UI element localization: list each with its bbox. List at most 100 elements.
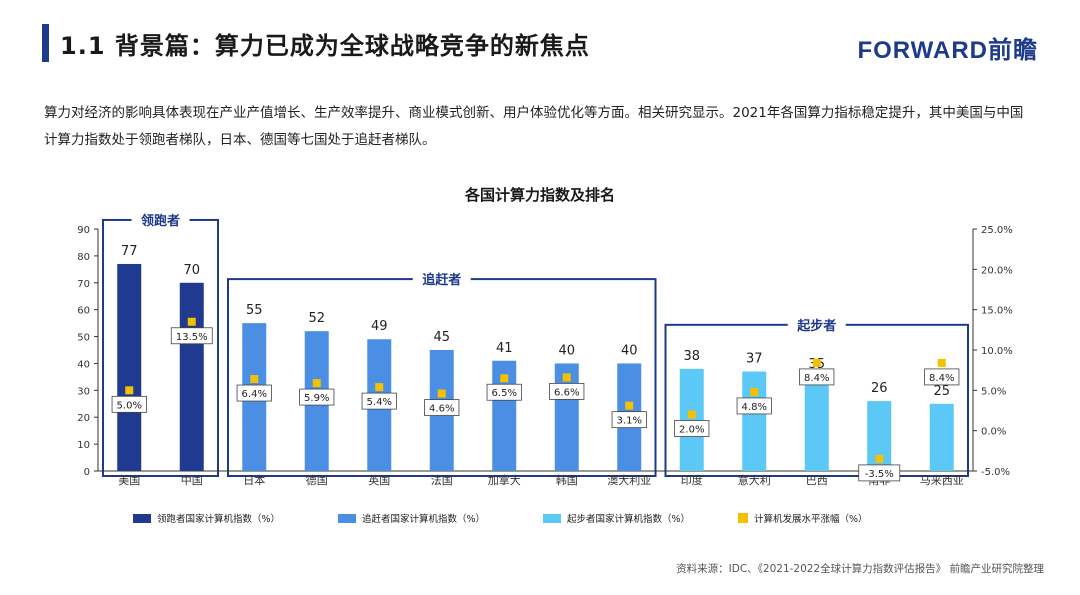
title-accent-bar — [42, 24, 49, 62]
growth-label-box — [858, 464, 901, 482]
legend-swatch — [133, 514, 151, 523]
growth-marker — [500, 374, 509, 383]
y-tick-label: 80 — [77, 252, 90, 263]
bar-value-label: 37 — [746, 352, 763, 367]
group-label: 起步者 — [796, 318, 836, 334]
growth-label-box — [924, 368, 960, 386]
y-tick-label: 40 — [77, 359, 90, 370]
bar-value-label: 77 — [121, 244, 138, 259]
bar — [929, 403, 954, 471]
y-tick-label: 90 — [77, 225, 90, 236]
x-tick-label: 德国 — [306, 473, 328, 487]
bar-value-label: 40 — [621, 343, 638, 358]
bar-value-label: 25 — [933, 384, 950, 399]
bar — [117, 263, 142, 471]
growth-marker — [562, 373, 571, 382]
bar-value-label: 45 — [433, 330, 450, 345]
growth-label-box — [486, 383, 522, 401]
y-tick-label: 30 — [77, 386, 90, 397]
x-tick-label: 法国 — [431, 473, 453, 487]
x-tick-label: 意大利 — [738, 473, 771, 487]
y2-tick-label: 15.0% — [981, 306, 1013, 317]
legend-label: 计算机发展水平涨幅（%） — [754, 513, 868, 525]
y2-tick-label: 0.0% — [981, 427, 1006, 438]
growth-marker — [125, 386, 134, 395]
growth-marker — [687, 410, 696, 419]
bar-value-label: 52 — [308, 311, 325, 326]
legend-label: 领跑者国家计算机指数（%） — [157, 513, 280, 525]
brand-logo: FORWARD前瞻 — [857, 37, 1038, 64]
chart-title: 各国计算力指数及排名 — [464, 186, 615, 204]
growth-marker — [625, 401, 634, 410]
legend-label: 追赶者国家计算机指数（%） — [362, 513, 485, 525]
bar-value-label: 26 — [871, 381, 888, 396]
y-tick-label: 0 — [84, 467, 90, 478]
growth-marker — [750, 387, 759, 396]
y2-tick-label: 5.0% — [981, 386, 1006, 397]
page-title: 1.1 背景篇：算力已成为全球战略竞争的新焦点 — [60, 32, 590, 60]
growth-label-box — [236, 384, 272, 402]
legend-swatch — [738, 513, 748, 523]
growth-label: 2.0% — [679, 425, 704, 436]
growth-label: 13.5% — [176, 332, 208, 343]
growth-marker — [937, 358, 946, 367]
y2-tick-label: 20.0% — [981, 265, 1013, 276]
bar-value-label: 41 — [496, 341, 513, 356]
growth-label: 5.0% — [117, 400, 142, 411]
group-label-bg — [412, 270, 471, 289]
growth-label-box — [361, 392, 397, 410]
growth-label: 5.4% — [367, 397, 392, 408]
growth-marker — [375, 383, 384, 392]
growth-marker — [187, 317, 196, 326]
group-label: 领跑者 — [141, 213, 180, 229]
bar-value-label: 38 — [683, 349, 700, 364]
growth-label: 6.6% — [554, 387, 579, 398]
y-tick-label: 10 — [77, 440, 90, 451]
growth-label-box — [549, 383, 585, 400]
y2-tick-label: 25.0% — [981, 225, 1013, 236]
bar — [742, 371, 767, 471]
growth-marker — [312, 379, 321, 388]
x-tick-label: 巴西 — [806, 474, 828, 487]
x-tick-label: 日本 — [243, 473, 265, 487]
y2-tick-label: 10.0% — [981, 346, 1013, 357]
x-tick-label: 澳大利亚 — [607, 473, 651, 487]
bar-value-label: 49 — [371, 319, 388, 334]
x-tick-label: 加拿大 — [488, 473, 521, 487]
growth-label: 5.9% — [304, 393, 329, 404]
growth-marker — [250, 375, 259, 384]
growth-label: 4.6% — [429, 404, 454, 415]
legend-swatch — [338, 514, 356, 523]
growth-label-box — [674, 420, 710, 437]
x-tick-label: 印度 — [681, 473, 703, 487]
growth-label-box — [299, 388, 335, 406]
legend-label: 起步者国家计算机指数（%） — [567, 513, 690, 525]
growth-label-box — [170, 327, 213, 345]
x-tick-label: 美国 — [118, 474, 140, 487]
growth-marker — [437, 389, 446, 398]
y-tick-label: 50 — [77, 333, 90, 344]
growth-label: 6.5% — [492, 388, 517, 399]
group-label: 追赶者 — [422, 272, 461, 288]
bar — [804, 376, 829, 471]
bar-value-label: 70 — [183, 263, 200, 278]
growth-label-box — [424, 399, 460, 416]
bar-value-label: 55 — [246, 303, 263, 318]
growth-label: 3.1% — [617, 416, 642, 427]
growth-label-box — [799, 368, 835, 386]
x-tick-label: 英国 — [368, 473, 390, 487]
bar-value-label: 40 — [558, 343, 575, 358]
growth-label-box — [111, 395, 147, 413]
legend-swatch — [543, 514, 561, 523]
bar — [179, 282, 204, 471]
growth-marker — [875, 454, 884, 463]
intro-paragraph: 算力对经济的影响具体表现在产业产值增长、生产效率提升、商业模式创新、用户体验优化… — [44, 105, 1024, 148]
growth-label: 6.4% — [242, 389, 267, 400]
growth-label: 8.4% — [804, 373, 829, 384]
y-tick-label: 70 — [77, 279, 90, 290]
y2-tick-label: -5.0% — [981, 467, 1010, 478]
y-tick-label: 20 — [77, 413, 90, 424]
x-tick-label: 马来西亚 — [920, 474, 964, 487]
y-tick-label: 60 — [77, 306, 90, 317]
